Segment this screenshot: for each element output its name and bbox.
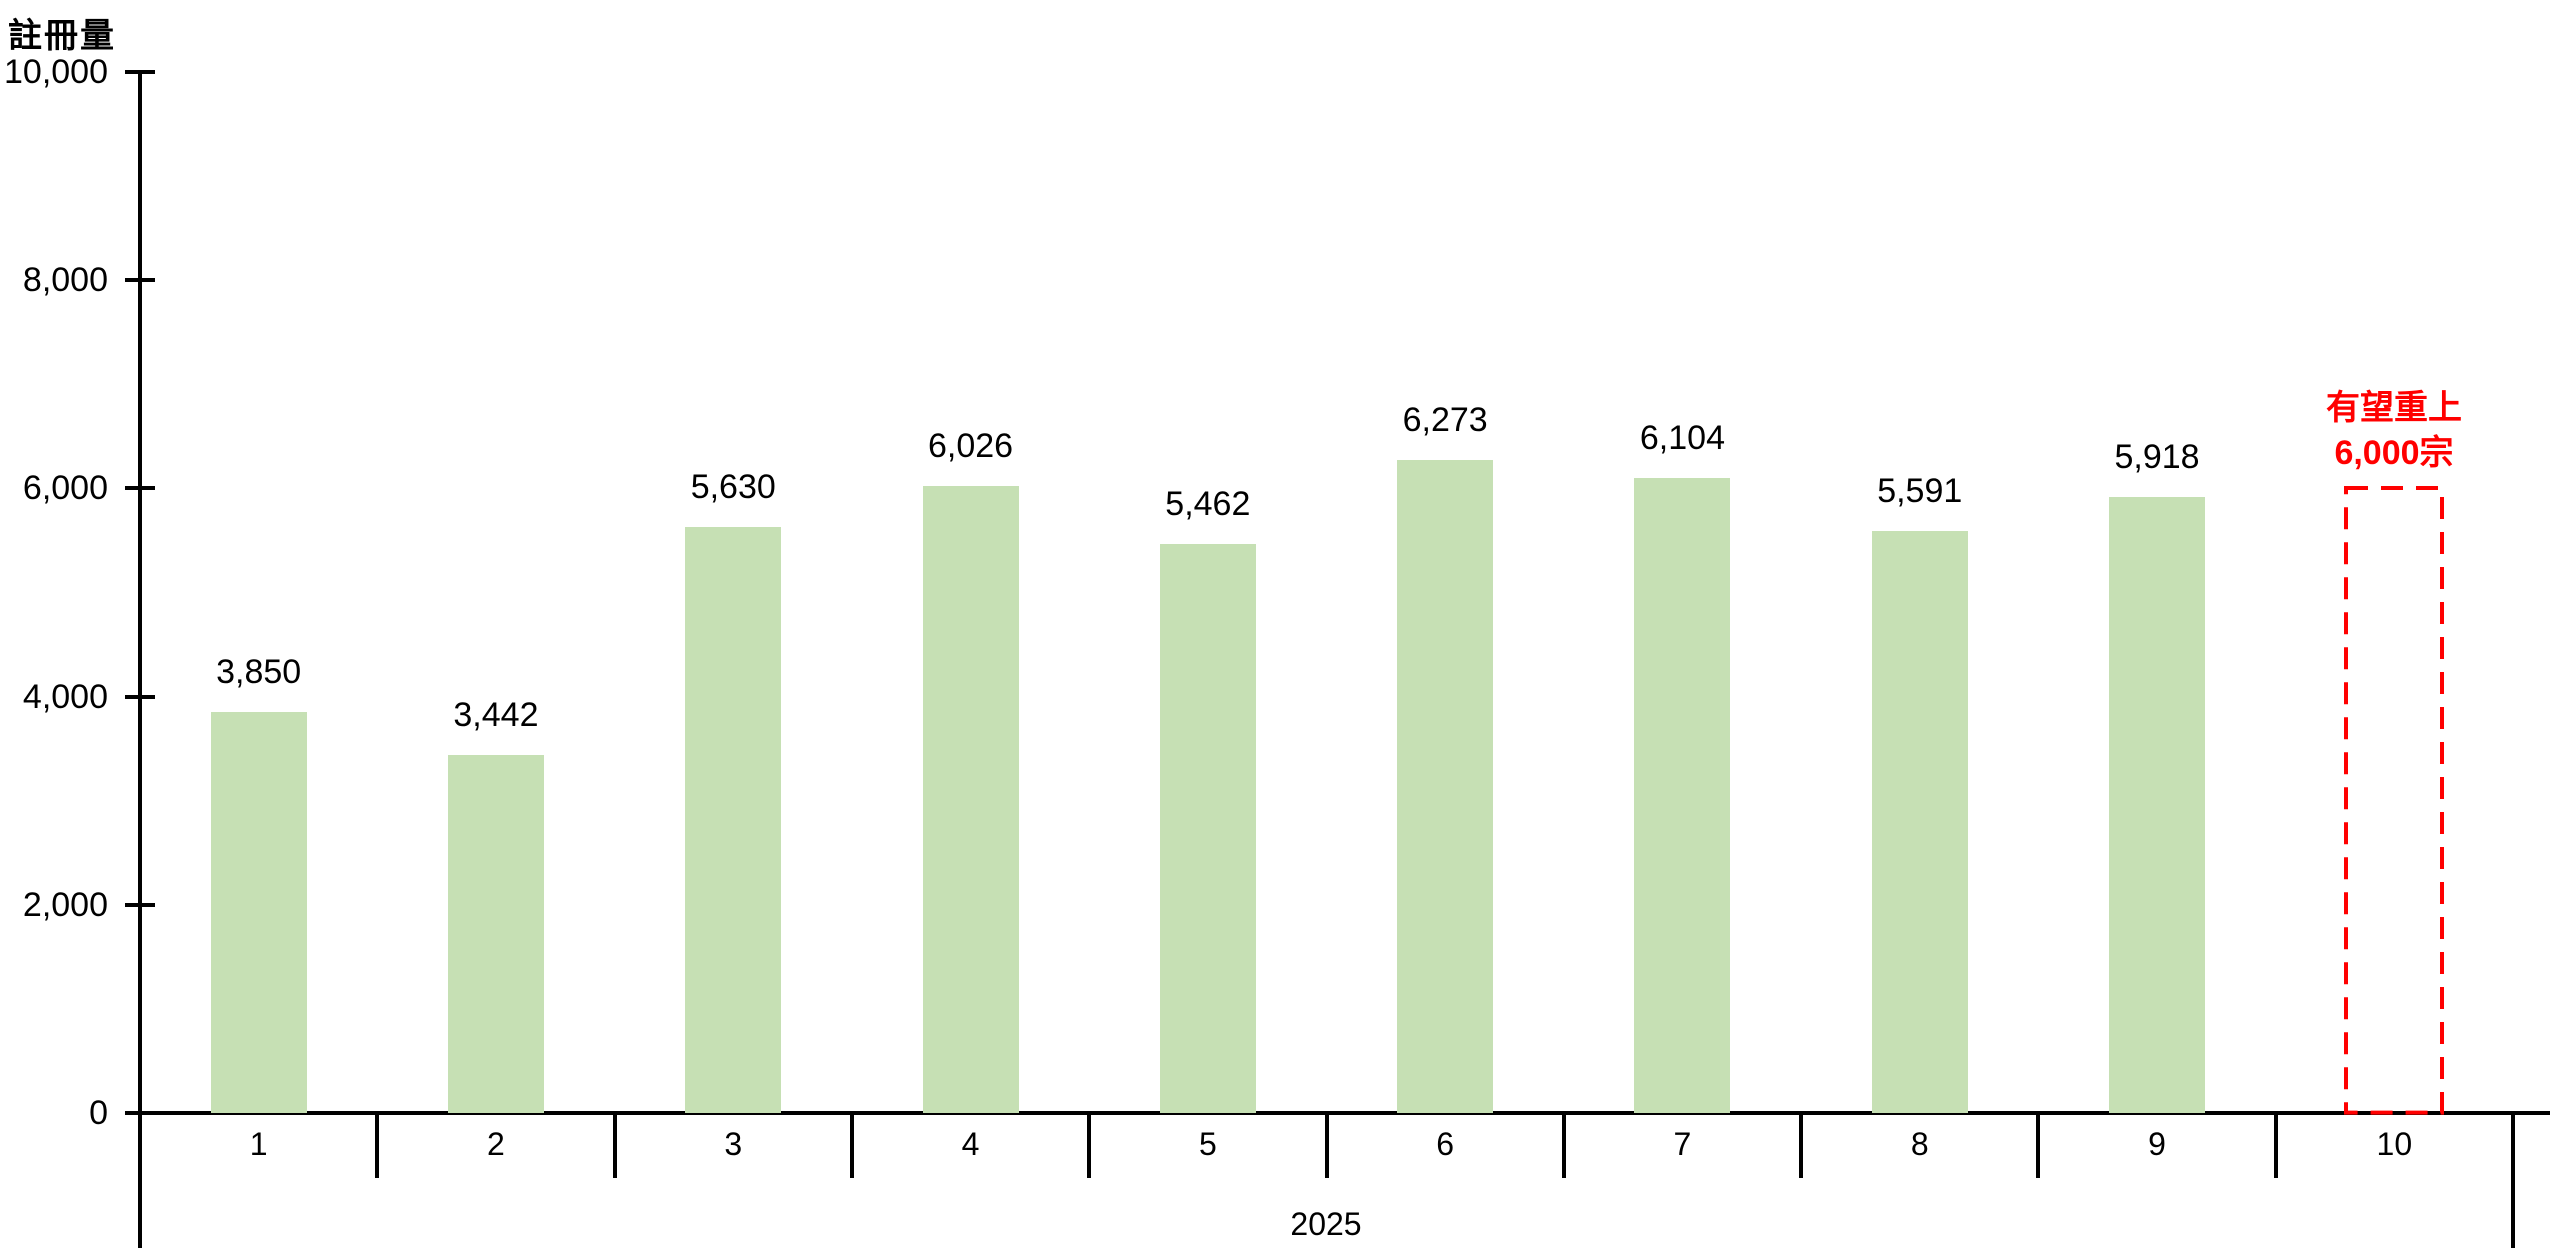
x-tick-label: 8 (1910, 1126, 1929, 1162)
bar (922, 485, 1019, 1113)
bar (447, 754, 544, 1113)
y-axis-tick (125, 694, 155, 699)
bar-value-label: 6,026 (928, 426, 1014, 465)
y-axis-line (138, 72, 142, 1248)
y-tick-label: 8,000 (22, 261, 108, 300)
bar-value-label: 5,630 (690, 467, 776, 506)
bar-value-label: 3,850 (216, 653, 302, 692)
bar (1871, 530, 1968, 1113)
x-axis-month-tick (2036, 1113, 2041, 1178)
y-axis-tick (125, 486, 155, 491)
x-axis-month-tick (2273, 1113, 2278, 1178)
x-axis-line (138, 1111, 2550, 1115)
y-axis-tick (125, 1111, 155, 1115)
x-tick-label: 7 (1673, 1126, 1692, 1162)
x-axis-month-tick (849, 1113, 854, 1178)
y-tick-label: 4,000 (22, 677, 108, 716)
x-tick-label: 3 (724, 1126, 743, 1162)
x-tick-label: 10 (2376, 1126, 2413, 1162)
x-axis-year-label: 2025 (1290, 1206, 1362, 1242)
bar-value-label: 5,462 (1165, 485, 1251, 524)
bar (685, 526, 782, 1113)
y-tick-label: 2,000 (22, 885, 108, 924)
x-axis-month-tick (1087, 1113, 1092, 1178)
forecast-annotation: 有望重上 6,000宗 (2234, 386, 2554, 476)
x-axis-boundary-tick (2511, 1113, 2515, 1248)
y-tick-label: 0 (89, 1094, 108, 1132)
bar (210, 712, 307, 1113)
x-tick-label: 9 (2148, 1126, 2166, 1162)
bar-value-label: 5,591 (1877, 471, 1963, 510)
x-axis-month-tick (612, 1113, 617, 1178)
y-tick-label: 6,000 (22, 469, 108, 508)
y-axis-tick (125, 278, 155, 283)
y-axis-tick (125, 902, 155, 907)
y-tick-label: 10,000 (4, 53, 108, 91)
x-tick-label: 2 (487, 1126, 505, 1162)
bar-value-label: 6,104 (1639, 418, 1725, 457)
bar-value-label: 6,273 (1402, 400, 1488, 439)
x-axis-month-tick (375, 1113, 380, 1178)
y-axis-tick (125, 70, 155, 74)
y-axis-title: 註冊量 (8, 17, 116, 55)
forecast-dashed-bar (2344, 486, 2445, 1115)
bar (1159, 544, 1256, 1113)
forecast-annotation-line1: 有望重上 (2326, 389, 2462, 427)
bar (2109, 496, 2206, 1113)
x-tick-label: 6 (1436, 1126, 1455, 1162)
x-tick-label: 4 (961, 1126, 980, 1162)
x-axis-month-tick (1799, 1113, 1804, 1178)
bar (1397, 459, 1494, 1113)
bar-value-label: 5,918 (2114, 437, 2200, 476)
forecast-annotation-line2: 6,000宗 (2334, 434, 2454, 472)
x-tick-label: 5 (1198, 1126, 1217, 1162)
bar-value-label: 3,442 (453, 695, 539, 734)
x-tick-label: 1 (249, 1126, 268, 1162)
x-axis-month-tick (1561, 1113, 1566, 1178)
bar (1634, 477, 1731, 1113)
x-axis-month-tick (1324, 1113, 1329, 1178)
